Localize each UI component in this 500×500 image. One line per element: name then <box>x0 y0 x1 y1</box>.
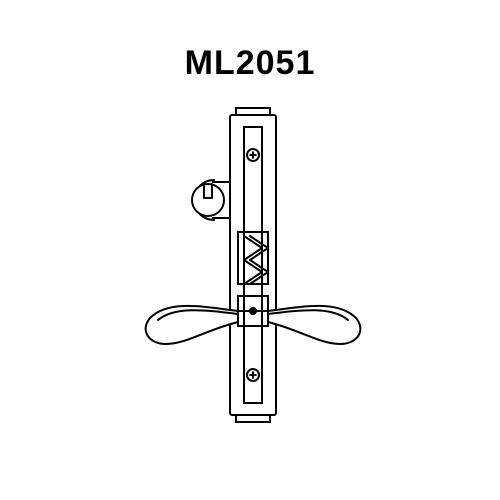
product-model-label: ML2051 <box>185 44 316 83</box>
product-diagram: ML2051 <box>0 0 500 500</box>
